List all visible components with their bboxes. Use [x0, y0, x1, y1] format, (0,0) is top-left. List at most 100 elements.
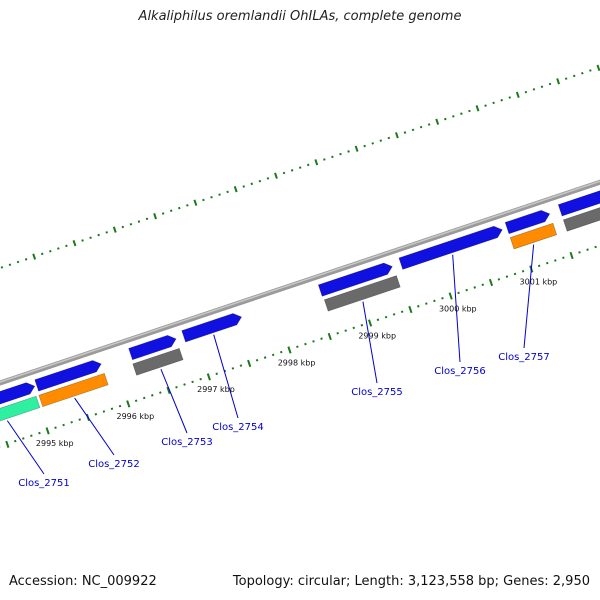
inner-tick [38, 431, 41, 435]
outer-tick [484, 104, 487, 107]
forward-gene [557, 190, 600, 217]
inner-tick [537, 264, 541, 268]
outer-tick [524, 90, 528, 94]
outer-tick [379, 139, 383, 142]
inner-tick [134, 399, 138, 402]
accession-text: Accession: NC_009922 [9, 574, 157, 589]
inner-tick [408, 305, 413, 314]
inner-tick [191, 380, 194, 384]
outer-tick [363, 144, 366, 148]
leader-line [160, 369, 188, 434]
inner-tick [513, 272, 517, 276]
inner-tick [481, 283, 485, 287]
inner-tick [142, 396, 146, 400]
inner-tick [5, 440, 10, 448]
outer-tick [97, 233, 100, 237]
outer-tick [500, 98, 503, 102]
forward-gene [34, 360, 102, 392]
inner-tick [231, 367, 235, 370]
tick-label: 3001 kbp [520, 277, 558, 286]
inner-tick [578, 251, 581, 254]
leader-line [362, 301, 378, 384]
outer-tick [452, 115, 455, 118]
genome-backbone [0, 179, 600, 386]
inner-tick [206, 373, 211, 381]
gene-labels: Clos_2751 Clos_2752 Clos_2753 Clos_2754 Clos… [18, 352, 550, 489]
inner-tick [296, 345, 299, 349]
outer-tick [282, 171, 286, 175]
forward-gene [317, 262, 393, 297]
leader-line [74, 397, 115, 456]
inner-tick [376, 318, 380, 322]
inner-tick [352, 326, 356, 330]
outer-tick [411, 128, 415, 132]
inner-tick [110, 407, 114, 411]
inner-tick [336, 332, 339, 335]
outer-tick [210, 196, 213, 199]
inner-tick [320, 337, 323, 340]
outer-tick [354, 145, 359, 152]
inner-tick [448, 292, 453, 300]
reverse-gene-clos-2755 [323, 275, 401, 312]
inner-tick [62, 423, 65, 427]
tick-label: 2998 kbp [278, 358, 316, 367]
outer-tick [0, 266, 4, 269]
tick-label: 2995 kbp [36, 439, 74, 448]
gene-label: Clos_2756 [434, 366, 486, 377]
outer-tick [548, 82, 552, 86]
gene-label: Clos_2753 [161, 437, 213, 448]
gene-label: Clos_2754 [212, 422, 264, 433]
inner-tick [199, 377, 202, 381]
inner-tick [392, 313, 396, 316]
inner-tick [30, 434, 33, 438]
outer-tick [419, 125, 423, 129]
inner-tick [45, 427, 50, 435]
backbone-line [0, 179, 600, 386]
topology-text: Topology: circular; Length: 3,123,558 bp… [232, 574, 590, 589]
inner-tick [94, 412, 98, 416]
inner-tick [554, 259, 557, 262]
outer-tick [475, 105, 480, 112]
inner-tick [521, 269, 525, 273]
outer-tick [153, 213, 157, 220]
outer-tick [233, 186, 238, 193]
outer-tick [331, 155, 334, 159]
outer-tick [266, 177, 270, 180]
outer-tick [177, 206, 181, 210]
outer-tick [492, 101, 495, 105]
inner-tick [239, 364, 243, 367]
outer-tick [427, 123, 431, 126]
forward-gene [181, 313, 242, 343]
outer-tick [290, 169, 294, 172]
outer-tick [186, 204, 189, 207]
reverse-gene-clos-2752 [38, 373, 109, 408]
tick-labels: 2995 kbp 2996 kbp 2997 kbp 2998 kbp 2999 kbp… [36, 277, 557, 448]
outer-tick [129, 222, 133, 226]
outer-tick [16, 260, 20, 264]
outer-tick [298, 166, 302, 169]
outer-tick [274, 172, 278, 179]
outer-tick [443, 117, 447, 121]
outer-tick [49, 249, 52, 253]
inner-tick [166, 386, 171, 395]
outer-tick [572, 74, 576, 78]
leader-line [6, 420, 45, 475]
leader-line [213, 334, 239, 419]
inner-tick [54, 426, 57, 429]
backbone-highlight [0, 180, 600, 383]
forward-gene [128, 335, 177, 361]
outer-tick [112, 226, 117, 233]
outer-tick [508, 96, 512, 99]
gene-label: Clos_2752 [88, 459, 140, 470]
inner-tick [473, 286, 476, 289]
inner-tick [159, 391, 162, 394]
inner-tick [183, 383, 186, 386]
outer-tick [218, 193, 221, 196]
inner-tick [215, 372, 219, 376]
inner-tick [118, 404, 122, 408]
outer-tick [226, 190, 229, 194]
tick-label: 2999 kbp [358, 331, 396, 340]
outer-tick [403, 131, 407, 134]
inner-tick [562, 256, 565, 260]
